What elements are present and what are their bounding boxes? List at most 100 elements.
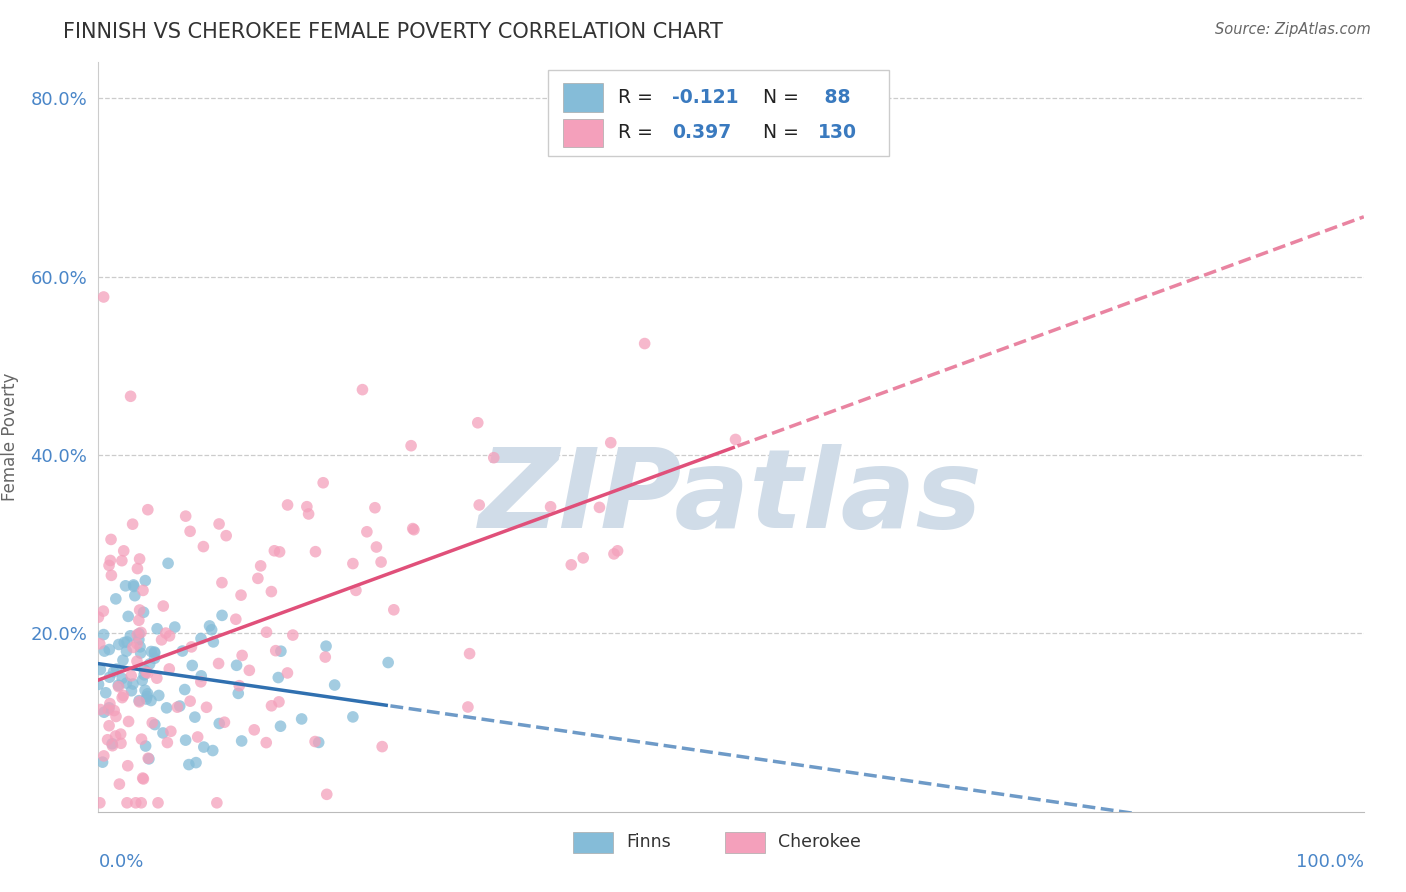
FancyBboxPatch shape: [562, 119, 603, 147]
Point: [103, 704, 125, 718]
Point: [184, 710, 207, 724]
Point: [115, 796, 138, 810]
Text: FINNISH VS CHEROKEE FEMALE POVERTY CORRELATION CHART: FINNISH VS CHEROKEE FEMALE POVERTY CORRE…: [63, 22, 723, 42]
Point: [457, 700, 479, 714]
Point: [129, 796, 152, 810]
Point: [138, 657, 160, 671]
Point: [121, 517, 143, 532]
Point: [193, 740, 215, 755]
Text: 0.0%: 0.0%: [98, 853, 143, 871]
Point: [277, 498, 299, 512]
Point: [112, 544, 135, 558]
Point: [138, 752, 160, 766]
Point: [98, 558, 121, 573]
Point: [98, 701, 121, 715]
Point: [155, 701, 177, 715]
Point: [150, 632, 173, 647]
Text: N =: N =: [751, 88, 806, 107]
Point: [724, 433, 747, 447]
Point: [89, 637, 111, 651]
Text: 0.397: 0.397: [672, 123, 731, 143]
Text: N =: N =: [751, 123, 806, 143]
Point: [267, 671, 290, 685]
Point: [98, 670, 121, 684]
Point: [100, 533, 122, 547]
Point: [270, 644, 292, 658]
Point: [190, 674, 212, 689]
Point: [231, 648, 253, 663]
Point: [129, 625, 152, 640]
Point: [136, 665, 159, 680]
Point: [356, 524, 378, 539]
Point: [225, 612, 247, 626]
Point: [105, 709, 128, 723]
Point: [146, 622, 169, 636]
Text: -0.121: -0.121: [672, 88, 738, 107]
Point: [295, 500, 318, 514]
Point: [190, 632, 212, 646]
Point: [91, 755, 114, 769]
Point: [127, 637, 149, 651]
Text: 130: 130: [818, 123, 858, 143]
Point: [382, 603, 405, 617]
Point: [246, 571, 269, 585]
Point: [101, 737, 124, 751]
Point: [269, 545, 291, 559]
Point: [166, 700, 188, 714]
Text: R =: R =: [619, 123, 659, 143]
Point: [159, 629, 181, 643]
Point: [157, 557, 180, 571]
Point: [111, 554, 134, 568]
Point: [315, 788, 337, 802]
Point: [122, 578, 145, 592]
Point: [229, 588, 252, 602]
Point: [202, 635, 225, 649]
Point: [107, 680, 129, 694]
Point: [134, 683, 156, 698]
Text: Cherokee: Cherokee: [778, 833, 860, 851]
Point: [111, 672, 134, 686]
Point: [110, 727, 132, 741]
Point: [370, 555, 392, 569]
Point: [124, 589, 146, 603]
FancyBboxPatch shape: [562, 84, 603, 112]
Point: [139, 693, 162, 707]
Point: [260, 698, 283, 713]
Point: [366, 540, 388, 554]
Text: 100.0%: 100.0%: [1296, 853, 1364, 871]
Point: [312, 475, 335, 490]
Point: [98, 719, 121, 733]
Point: [402, 522, 425, 536]
Point: [136, 690, 159, 704]
Point: [226, 686, 249, 700]
Point: [160, 724, 183, 739]
Point: [97, 732, 120, 747]
Point: [179, 524, 201, 539]
Point: [482, 450, 505, 465]
Point: [308, 735, 330, 749]
Point: [129, 640, 152, 654]
Point: [399, 439, 422, 453]
FancyBboxPatch shape: [574, 831, 613, 853]
Point: [136, 751, 159, 765]
Point: [93, 604, 115, 618]
Point: [89, 663, 111, 677]
Point: [198, 619, 221, 633]
Point: [207, 657, 229, 671]
Point: [110, 736, 132, 750]
Point: [93, 290, 115, 304]
Point: [122, 677, 145, 691]
Point: [169, 699, 191, 714]
FancyBboxPatch shape: [547, 70, 889, 156]
Point: [174, 509, 197, 524]
Point: [634, 336, 657, 351]
Point: [100, 553, 122, 567]
Point: [127, 627, 149, 641]
Point: [120, 389, 142, 403]
Point: [211, 575, 233, 590]
Point: [297, 507, 319, 521]
Point: [342, 710, 364, 724]
Point: [143, 651, 166, 665]
Point: [128, 603, 150, 617]
Point: [377, 656, 399, 670]
